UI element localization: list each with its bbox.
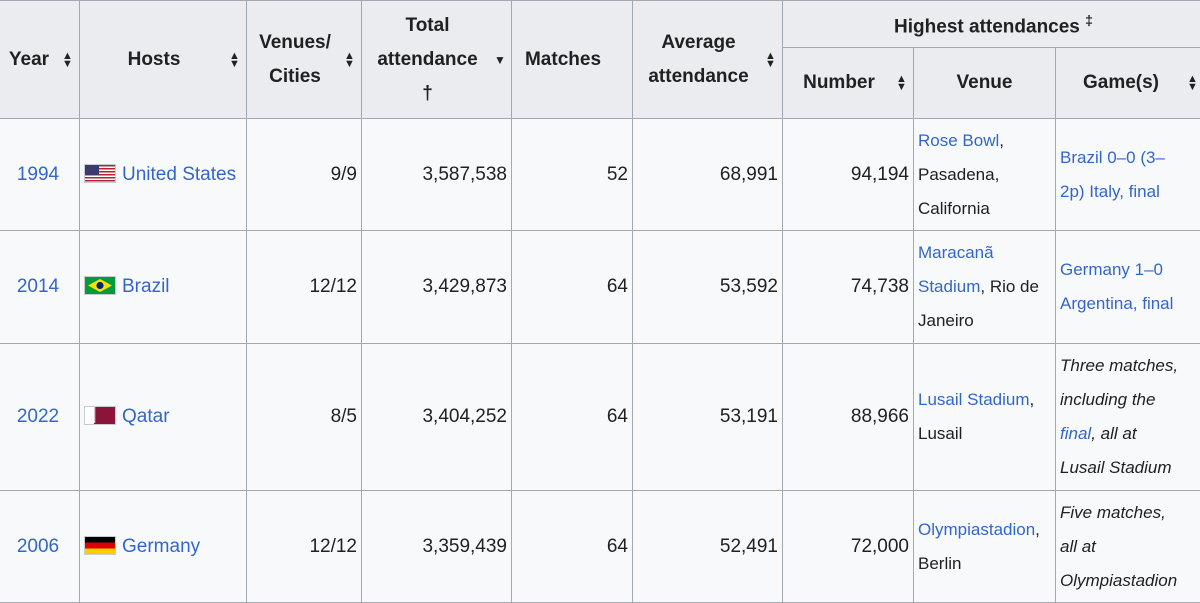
host-cell: Brazil [80, 231, 247, 344]
highest-number-cell: 94,194 [783, 119, 914, 231]
col-header-number-label: Number [803, 72, 875, 93]
col-header-highest-label: Highest attendances [894, 17, 1080, 38]
table-row: 2006 Germany 12/12 3,359,439 64 52,491 7… [0, 491, 1200, 603]
total-attendance-cell: 3,429,873 [362, 231, 512, 344]
col-header-cities-label: Cities [269, 66, 321, 87]
col-header-hosts[interactable]: Hosts ▲▼ [80, 1, 247, 119]
matches-cell: 52 [512, 119, 633, 231]
col-header-total-attendance[interactable]: Total attendance † ▼ [362, 1, 512, 119]
col-header-average-label: Average [661, 32, 735, 53]
venues-cell: 12/12 [247, 231, 362, 344]
year-cell[interactable]: 1994 [0, 119, 80, 231]
highest-number-cell: 74,738 [783, 231, 914, 344]
highest-number-cell: 88,966 [783, 344, 914, 491]
year-link[interactable]: 2006 [17, 536, 59, 557]
host-link[interactable]: Germany [122, 536, 200, 557]
col-header-attendance-label: attendance [377, 49, 477, 70]
col-header-matches-label: Matches [525, 49, 601, 70]
venues-cell: 12/12 [247, 491, 362, 603]
year-link[interactable]: 1994 [17, 164, 59, 185]
matches-cell: 64 [512, 231, 633, 344]
games-cell: Brazil 0–0 (3–2p) Italy, final [1056, 119, 1200, 231]
matches-cell: 64 [512, 344, 633, 491]
col-header-hosts-label: Hosts [128, 49, 181, 70]
brazil-flag-icon [84, 276, 116, 295]
col-header-number[interactable]: Number ▲▼ [783, 48, 914, 119]
year-cell[interactable]: 2006 [0, 491, 80, 603]
venues-cell: 9/9 [247, 119, 362, 231]
average-attendance-cell: 68,991 [633, 119, 783, 231]
germany-flag-icon [84, 536, 116, 555]
us-flag-icon [84, 164, 116, 183]
col-header-games[interactable]: Game(s) ▲▼ [1056, 48, 1200, 119]
sort-icon[interactable]: ▲▼ [765, 52, 774, 68]
table-row: 2022 Qatar 8/5 3,404,252 64 53,191 88,96… [0, 344, 1200, 491]
sort-icon[interactable]: ▲▼ [62, 52, 71, 68]
year-cell[interactable]: 2014 [0, 231, 80, 344]
col-header-matches[interactable]: Matches [512, 1, 633, 119]
year-link[interactable]: 2014 [17, 276, 59, 297]
total-attendance-cell: 3,404,252 [362, 344, 512, 491]
average-attendance-cell: 53,191 [633, 344, 783, 491]
dagger-footnote-mark: † [422, 83, 433, 104]
venue-link[interactable]: Lusail Stadium [918, 390, 1030, 409]
col-header-venue: Venue [914, 48, 1056, 119]
total-attendance-cell: 3,587,538 [362, 119, 512, 231]
col-header-venues-cities[interactable]: Venues/ Cities ▲▼ [247, 1, 362, 119]
venue-cell: Lusail Stadium, Lusail [914, 344, 1056, 491]
table-row: 1994 United States 9/9 3,587,538 52 68,9… [0, 119, 1200, 231]
host-cell: Qatar [80, 344, 247, 491]
host-cell: Germany [80, 491, 247, 603]
sort-icon[interactable]: ▲▼ [896, 75, 905, 91]
games-cell: Three matches, including the final, all … [1056, 344, 1200, 491]
col-header-venues-label: Venues/ [259, 32, 331, 53]
venue-cell: Olympiastadion, Berlin [914, 491, 1056, 603]
highest-number-cell: 72,000 [783, 491, 914, 603]
games-cell: Five matches, all at Olympiastadion [1056, 491, 1200, 603]
col-header-year-label: Year [9, 49, 49, 70]
host-cell: United States [80, 119, 247, 231]
table-row: 2014 Brazil 12/12 3,429,873 64 53,592 74… [0, 231, 1200, 344]
double-dagger-footnote-mark: ‡ [1085, 12, 1093, 28]
col-header-games-label: Game(s) [1083, 72, 1159, 93]
venue-cell: Rose Bowl, Pasadena, California [914, 119, 1056, 231]
host-link[interactable]: Brazil [122, 276, 170, 297]
sort-icon[interactable]: ▲▼ [344, 52, 353, 68]
col-header-highest-attendances: Highest attendances ‡ [783, 1, 1200, 48]
average-attendance-cell: 53,592 [633, 231, 783, 344]
col-header-average-attendance-label: attendance [648, 66, 748, 87]
col-header-year[interactable]: Year ▲▼ [0, 1, 80, 119]
col-header-average-attendance[interactable]: Average attendance ▲▼ [633, 1, 783, 119]
final-link[interactable]: final [1060, 424, 1091, 443]
host-link[interactable]: Qatar [122, 406, 170, 427]
col-header-venue-label: Venue [957, 72, 1013, 93]
game-link[interactable]: Brazil 0–0 (3–2p) Italy, final [1060, 148, 1165, 201]
matches-cell: 64 [512, 491, 633, 603]
col-header-total-label: Total [406, 15, 450, 36]
sort-icon[interactable]: ▲▼ [1187, 75, 1196, 91]
year-cell[interactable]: 2022 [0, 344, 80, 491]
year-link[interactable]: 2022 [17, 406, 59, 427]
venue-link[interactable]: Olympiastadion [918, 520, 1035, 539]
venue-link[interactable]: Rose Bowl [918, 131, 999, 150]
qatar-flag-icon [84, 406, 116, 425]
sort-desc-icon[interactable]: ▼ [494, 56, 503, 64]
host-link[interactable]: United States [122, 164, 236, 185]
total-attendance-cell: 3,359,439 [362, 491, 512, 603]
average-attendance-cell: 52,491 [633, 491, 783, 603]
sort-icon[interactable]: ▲▼ [229, 52, 238, 68]
venues-cell: 8/5 [247, 344, 362, 491]
